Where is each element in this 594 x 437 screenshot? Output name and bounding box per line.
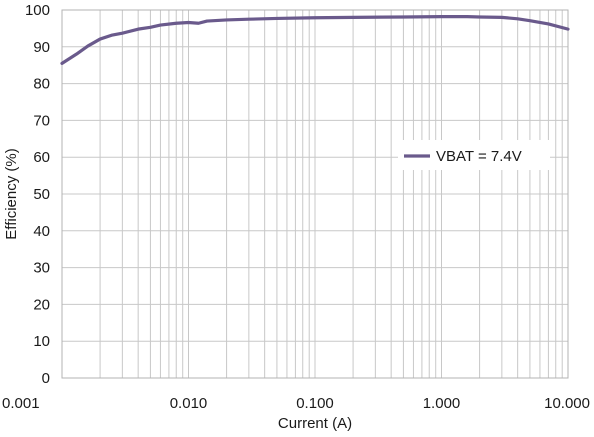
- x-tick-label: 0.010: [170, 395, 208, 412]
- y-tick-label: 30: [33, 260, 50, 277]
- legend-label: VBAT = 7.4V: [436, 148, 522, 165]
- y-tick-label: 60: [33, 149, 50, 166]
- y-tick-label: 100: [25, 2, 50, 19]
- y-axis-title: Efficiency (%): [3, 148, 20, 239]
- x-axis-title: Current (A): [278, 415, 352, 432]
- y-tick-label: 70: [33, 112, 50, 129]
- x-tick-label: 0.001: [2, 395, 40, 412]
- legend: VBAT = 7.4V: [398, 140, 550, 170]
- y-tick-label: 10: [33, 333, 50, 350]
- y-tick-label: 0: [42, 370, 50, 387]
- series-layer: [60, 15, 570, 65]
- y-tick-label: 80: [33, 76, 50, 93]
- x-tick-label: 0.100: [296, 395, 334, 412]
- plot-frame: [61, 9, 569, 379]
- x-tick-label: 1.000: [423, 395, 461, 412]
- y-tick-label: 50: [33, 186, 50, 203]
- tick-labels: 0.001 0.010 0.100 1.000 10.000 0 10 20 30 40 50 60 7…: [2, 2, 590, 412]
- y-tick-label: 90: [33, 39, 50, 56]
- series-line-0: [60, 15, 570, 65]
- y-tick-label: 20: [33, 296, 50, 313]
- x-tick-label: 10.000: [544, 395, 590, 412]
- y-tick-label: 40: [33, 223, 50, 240]
- plot-border: [61, 9, 569, 379]
